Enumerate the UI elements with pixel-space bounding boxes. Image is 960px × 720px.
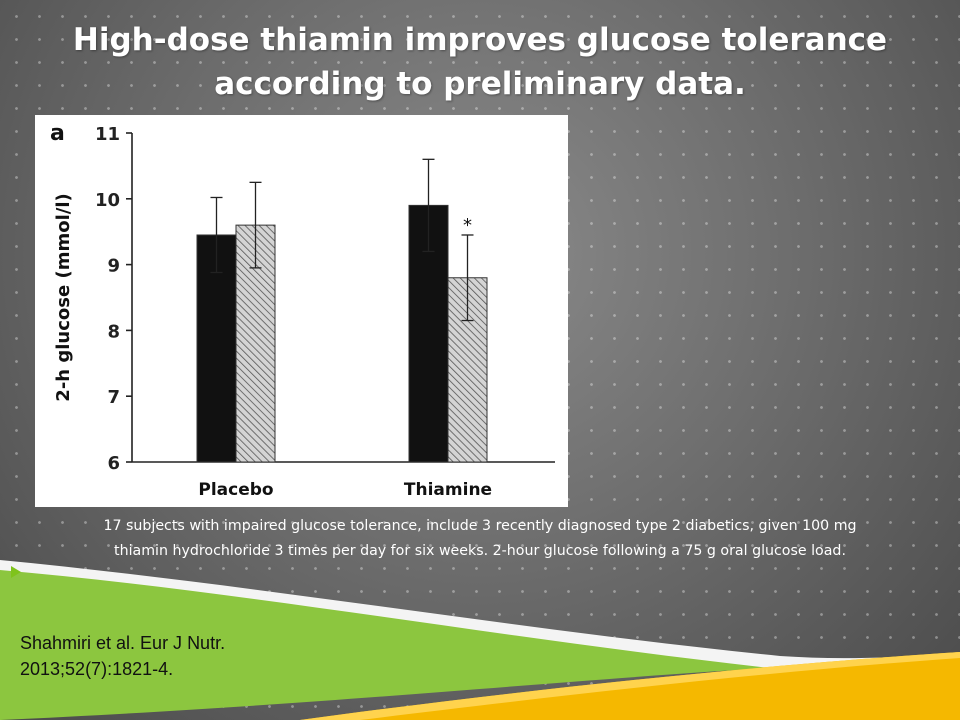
- significance-marker: *: [463, 215, 472, 236]
- bar-thiamine-hatched: [447, 277, 488, 463]
- yellow-highlight: [300, 652, 960, 720]
- y-axis-title: 2-h glucose (mmol/l): [53, 193, 74, 401]
- y-tick-label: 11: [95, 124, 120, 145]
- y-tick-label: 9: [107, 256, 120, 277]
- x-category-label: Thiamine: [404, 480, 492, 500]
- x-category-label: Placebo: [198, 480, 273, 500]
- citation: Shahmiri et al. Eur J Nutr. 2013;52(7):1…: [20, 630, 225, 682]
- white-wave-stripe: [0, 560, 960, 668]
- green-triangle-icon: [11, 566, 21, 578]
- decorative-waves: [0, 560, 960, 720]
- y-tick-label: 6: [107, 453, 120, 474]
- y-tick-label: 10: [95, 190, 120, 211]
- caption-line-2: thiamin hydrochloride 3 times per day fo…: [114, 543, 846, 559]
- slide-title-line-1: High-dose thiamin improves glucose toler…: [72, 22, 888, 58]
- bar-chart: 6 7 8 9 10 11 a 2-h glucose (mmol/l) Placebo Thia…: [50, 121, 555, 500]
- y-tick-label: 7: [107, 387, 120, 408]
- panel-label: a: [50, 121, 65, 146]
- caption-line-1: 17 subjects with impaired glucose tolera…: [103, 518, 857, 534]
- study-caption: 17 subjects with impaired glucose tolera…: [20, 514, 940, 564]
- slide-title: High-dose thiamin improves glucose toler…: [40, 18, 920, 106]
- citation-line-1: Shahmiri et al. Eur J Nutr.: [20, 633, 226, 653]
- chart-panel: 6 7 8 9 10 11 a 2-h glucose (mmol/l) Placebo Thia…: [35, 115, 568, 507]
- slide-title-line-2: according to preliminary data.: [214, 66, 746, 102]
- citation-line-2: 2013;52(7):1821-4.: [20, 659, 174, 679]
- y-tick-label: 8: [107, 321, 120, 342]
- green-wave: [0, 568, 770, 720]
